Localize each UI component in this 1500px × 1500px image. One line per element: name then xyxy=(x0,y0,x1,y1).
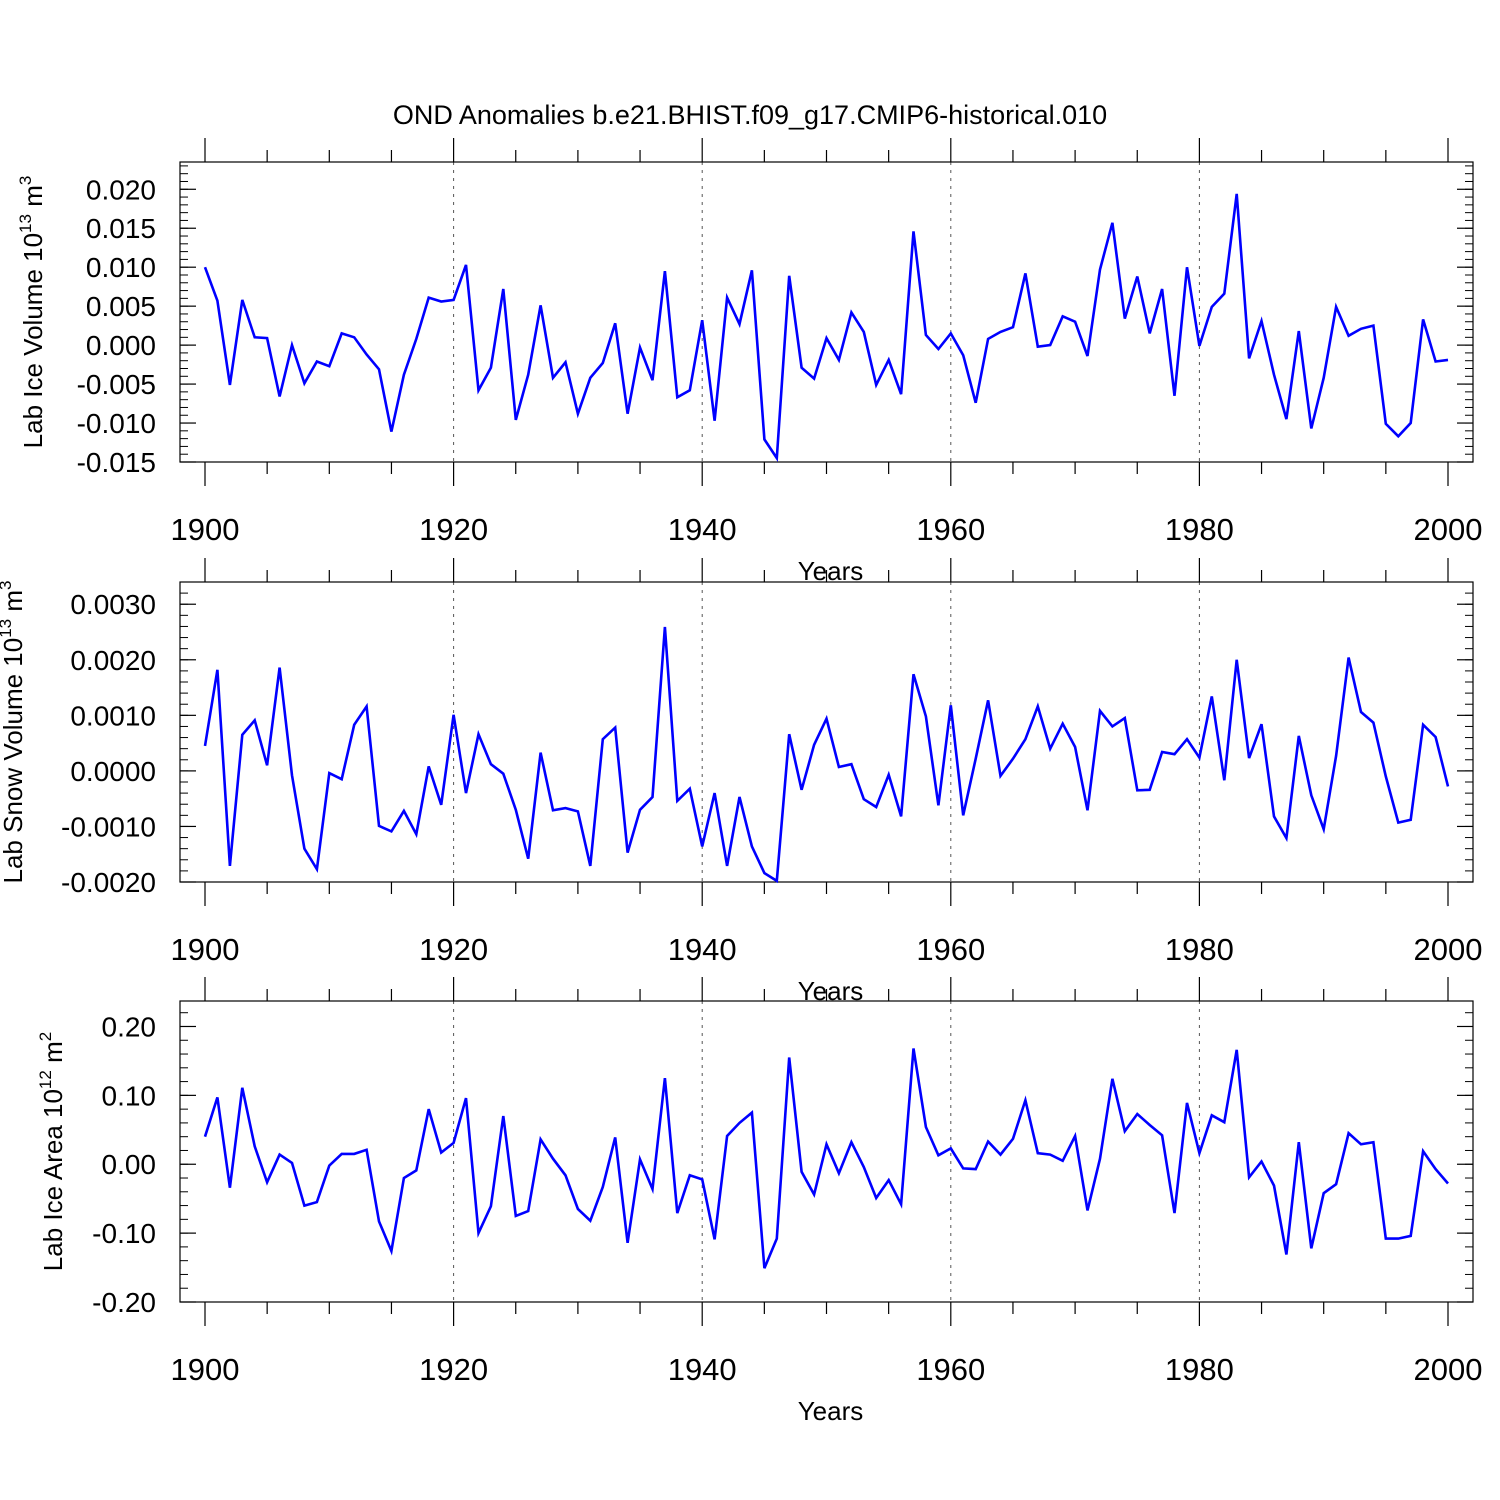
x-tick-label: 1920 xyxy=(419,512,488,547)
y-axis-title-unit: m xyxy=(38,1041,68,1070)
x-tick-label: 1920 xyxy=(419,932,488,967)
y-tick-label: -0.015 xyxy=(77,447,156,478)
y-axis-title-unit: m xyxy=(0,590,28,619)
y-axis-title-unit-exponent: 3 xyxy=(16,176,35,185)
y-axis-title: Lab Snow Volume 1013 m3 xyxy=(0,580,28,883)
x-tick-label: 1900 xyxy=(171,512,240,547)
y-axis-title: Lab Ice Area 1012 m2 xyxy=(36,1032,68,1271)
y-tick-label: 0.005 xyxy=(86,291,156,322)
x-tick-label: 1960 xyxy=(916,1352,985,1387)
series-line xyxy=(203,193,1449,463)
y-tick-label: 0.000 xyxy=(86,330,156,361)
x-tick-label: 2000 xyxy=(1414,512,1483,547)
y-axis-title-exponent: 13 xyxy=(0,619,15,638)
y-axis-title-exponent: 12 xyxy=(36,1070,55,1089)
series-line xyxy=(203,626,1450,884)
y-tick-label: 0.0030 xyxy=(70,589,156,620)
x-tick-label: 1980 xyxy=(1165,932,1234,967)
y-tick-label: 0.0010 xyxy=(70,700,156,731)
y-axis-title-unit-exponent: 3 xyxy=(0,580,15,589)
y-tick-label: 0.0020 xyxy=(70,645,156,676)
x-tick-label: 1900 xyxy=(171,932,240,967)
panel-2: -0.0020 -0.0010 0.0000 0.0010 0.0020 0.0030 19… xyxy=(0,558,1482,1006)
y-tick-label: -0.010 xyxy=(77,408,156,439)
plot-frame xyxy=(179,581,1474,883)
x-axis-title: Years xyxy=(798,556,864,586)
x-tick-label: 1960 xyxy=(916,932,985,967)
y-tick-label: 0.020 xyxy=(86,174,156,205)
y-tick-label: 0.015 xyxy=(86,213,156,244)
x-tick-label: 2000 xyxy=(1414,932,1483,967)
panel-3: -0.20 -0.10 0.00 0.10 0.20 1900 1920 1940 1960 19… xyxy=(36,977,1482,1426)
y-tick-label: -0.0020 xyxy=(61,867,156,898)
x-tick-label: 1940 xyxy=(668,1352,737,1387)
plot-frame xyxy=(179,1000,1474,1303)
x-tick-label: 1960 xyxy=(916,512,985,547)
y-axis-title-main: Lab Ice Volume 10 xyxy=(18,233,48,448)
x-axis-title: Years xyxy=(798,1396,864,1426)
y-axis-title-main: Lab Ice Area 10 xyxy=(38,1089,68,1271)
y-tick-label: 0.00 xyxy=(102,1149,157,1180)
y-tick-label: 0.010 xyxy=(86,252,156,283)
y-axis-title-exponent: 13 xyxy=(16,214,35,233)
series-line xyxy=(203,1048,1449,1269)
y-tick-label: 0.20 xyxy=(102,1011,157,1042)
y-axis-title-unit-exponent: 2 xyxy=(36,1032,55,1041)
x-tick-label: 1980 xyxy=(1165,1352,1234,1387)
x-tick-label: 1900 xyxy=(171,1352,240,1387)
x-tick-label: 2000 xyxy=(1414,1352,1483,1387)
x-tick-label: 1920 xyxy=(419,1352,488,1387)
panels: -0.015 -0.010 -0.005 0.000 0.005 0.010 0.015 0.… xyxy=(0,138,1482,1426)
x-tick-label: 1940 xyxy=(668,512,737,547)
x-tick-label: 1940 xyxy=(668,932,737,967)
plot-frame xyxy=(179,161,1474,463)
y-tick-label: 0.10 xyxy=(102,1080,157,1111)
y-axis-title-unit: m xyxy=(18,185,48,214)
y-tick-label: -0.0010 xyxy=(61,811,156,842)
y-tick-label: -0.005 xyxy=(77,369,156,400)
panel-1: -0.015 -0.010 -0.005 0.000 0.005 0.010 0.015 0.… xyxy=(16,138,1482,586)
y-axis-title: Lab Ice Volume 1013 m3 xyxy=(16,176,48,449)
x-tick-label: 1980 xyxy=(1165,512,1234,547)
y-tick-label: -0.10 xyxy=(92,1218,156,1249)
chart-title: OND Anomalies b.e21.BHIST.f09_g17.CMIP6-… xyxy=(393,100,1107,130)
y-axis-title-main: Lab Snow Volume 10 xyxy=(0,638,28,884)
y-tick-label: -0.20 xyxy=(92,1287,156,1318)
y-tick-label: 0.0000 xyxy=(70,756,156,787)
